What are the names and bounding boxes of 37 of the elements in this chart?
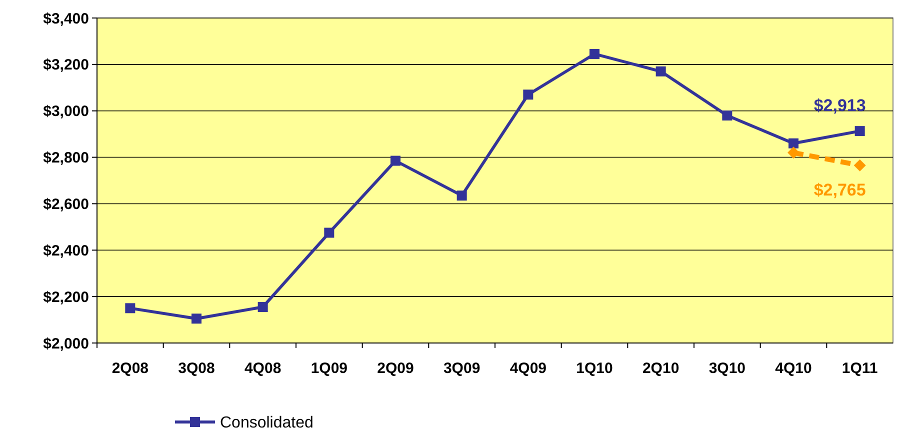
- point: [722, 110, 732, 120]
- x-tick-label: 2Q09: [377, 360, 414, 377]
- point: [854, 159, 866, 172]
- y-tick-label: $2,200: [43, 288, 89, 306]
- x-tick-label: 2Q10: [642, 360, 680, 377]
- point: [390, 156, 400, 166]
- y-tick-label: $3,400: [43, 10, 89, 28]
- point: [590, 48, 600, 59]
- y-tick-label: $2,000: [43, 335, 89, 352]
- point: [788, 146, 800, 159]
- point: [324, 228, 334, 238]
- y-tick-label: $2,800: [43, 150, 89, 167]
- legend-label: Consolidated: [220, 414, 314, 432]
- point: [854, 126, 865, 136]
- point: [192, 314, 202, 324]
- point: [456, 190, 467, 201]
- x-tick-label: 4Q09: [510, 360, 547, 377]
- x-tick-label: 2Q08: [112, 360, 149, 377]
- point: [788, 138, 798, 148]
- x-tick-label: 3Q09: [443, 360, 480, 377]
- x-tick-label: 1Q09: [310, 360, 348, 377]
- x-tick-label: 4Q10: [775, 360, 812, 377]
- x-tick-label: 4Q08: [244, 360, 282, 377]
- data-label: $2,913: [814, 96, 866, 116]
- y-tick-label: $2,400: [43, 242, 89, 260]
- x-tick-label: 3Q08: [178, 360, 215, 377]
- x-tick-label: 3Q10: [708, 360, 746, 377]
- point: [258, 302, 268, 312]
- point: [125, 303, 136, 314]
- point: [656, 66, 666, 76]
- y-tick-label: $3,000: [43, 103, 89, 120]
- x-tick-label: 1Q11: [842, 360, 878, 377]
- y-tick-label: $3,200: [43, 56, 89, 74]
- y-tick-label: $2,600: [43, 196, 89, 213]
- data-label: $2,765: [814, 180, 866, 200]
- x-tick-label: 1Q10: [576, 360, 613, 377]
- point: [523, 90, 534, 100]
